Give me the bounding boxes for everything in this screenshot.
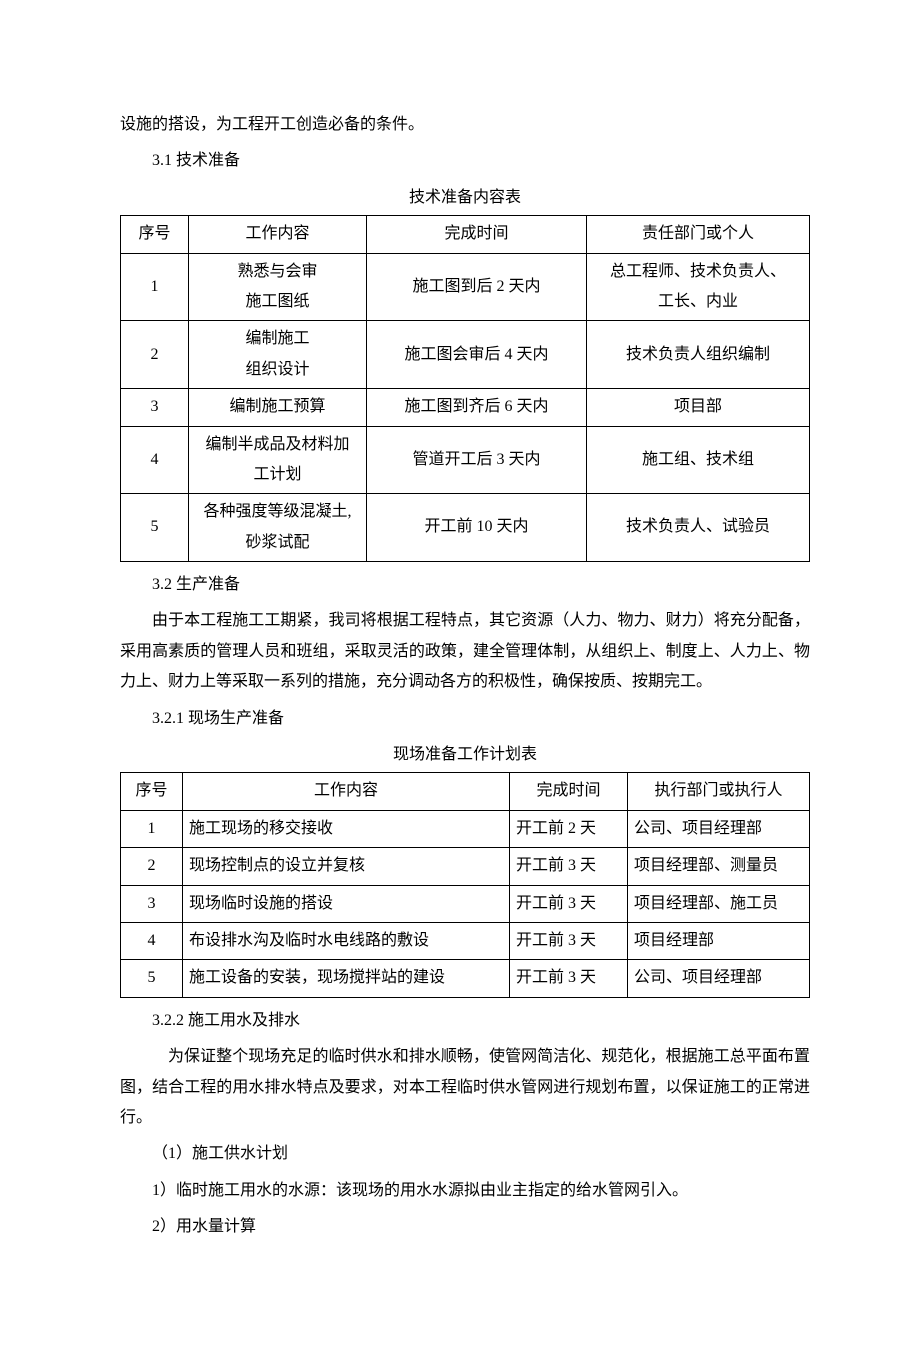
site-preparation-table: 序号 工作内容 完成时间 执行部门或执行人 1 施工现场的移交接收 开工前 2 … [120,772,810,997]
table1-cell-work: 编制施工组织设计 [189,321,367,389]
table2-cell-time: 开工前 3 天 [510,960,628,997]
table2-title: 现场准备工作计划表 [120,740,810,770]
table2-cell-dept: 项目经理部、施工员 [628,885,810,922]
table1-row: 5 各种强度等级混凝土,砂浆试配 开工前 10 天内 技术负责人、试验员 [121,494,810,562]
section-3-2-heading: 3.2 生产准备 [120,570,810,600]
table1-cell-time: 施工图到齐后 6 天内 [367,389,587,426]
table2-row: 4 布设排水沟及临时水电线路的敷设 开工前 3 天 项目经理部 [121,922,810,959]
table1-cell-time: 开工前 10 天内 [367,494,587,562]
table2-row: 1 施工现场的移交接收 开工前 2 天 公司、项目经理部 [121,810,810,847]
table1-header-row: 序号 工作内容 完成时间 责任部门或个人 [121,216,810,253]
section-3-2-1-heading: 3.2.1 现场生产准备 [120,704,810,734]
table1-title: 技术准备内容表 [120,183,810,213]
table1-cell-dept: 技术负责人、试验员 [587,494,810,562]
table2-h1: 序号 [121,773,183,810]
table1-cell-dept: 施工组、技术组 [587,426,810,494]
table1-cell-time: 施工图到后 2 天内 [367,253,587,321]
table2-cell-work: 现场临时设施的搭设 [183,885,510,922]
table2-cell-dept: 项目经理部、测量员 [628,848,810,885]
table2-h4: 执行部门或执行人 [628,773,810,810]
table2-row: 3 现场临时设施的搭设 开工前 3 天 项目经理部、施工员 [121,885,810,922]
table1-cell-time: 管道开工后 3 天内 [367,426,587,494]
table1-h3: 完成时间 [367,216,587,253]
section-3-2-2-heading: 3.2.2 施工用水及排水 [120,1006,810,1036]
table2-cell-time: 开工前 3 天 [510,848,628,885]
table2-cell-work: 布设排水沟及临时水电线路的敷设 [183,922,510,959]
intro-paragraph: 设施的搭设，为工程开工创造必备的条件。 [120,110,810,140]
table1-h4: 责任部门或个人 [587,216,810,253]
table2-cell-work: 现场控制点的设立并复核 [183,848,510,885]
technical-preparation-table: 序号 工作内容 完成时间 责任部门或个人 1 熟悉与会审施工图纸 施工图到后 2… [120,215,810,562]
table1-row: 2 编制施工组织设计 施工图会审后 4 天内 技术负责人组织编制 [121,321,810,389]
table2-cell-num: 3 [121,885,183,922]
section-3-2-2-paragraph: 为保证整个现场充足的临时供水和排水顺畅，使管网简洁化、规范化，根据施工总平面布置… [120,1042,810,1133]
table2-cell-num: 1 [121,810,183,847]
table2-row: 5 施工设备的安装，现场搅拌站的建设 开工前 3 天 公司、项目经理部 [121,960,810,997]
table1-row: 1 熟悉与会审施工图纸 施工图到后 2 天内 总工程师、技术负责人、工长、内业 [121,253,810,321]
table1-cell-num: 4 [121,426,189,494]
table1-cell-work: 各种强度等级混凝土,砂浆试配 [189,494,367,562]
table1-cell-time: 施工图会审后 4 天内 [367,321,587,389]
table1-cell-num: 1 [121,253,189,321]
table2-cell-time: 开工前 3 天 [510,922,628,959]
table1-cell-work: 熟悉与会审施工图纸 [189,253,367,321]
table2-h3: 完成时间 [510,773,628,810]
table1-row: 3 编制施工预算 施工图到齐后 6 天内 项目部 [121,389,810,426]
table2-header-row: 序号 工作内容 完成时间 执行部门或执行人 [121,773,810,810]
table2-cell-num: 4 [121,922,183,959]
water-calc-line: 2）用水量计算 [120,1212,810,1242]
table2-cell-time: 开工前 2 天 [510,810,628,847]
table2-cell-num: 5 [121,960,183,997]
document-page: 设施的搭设，为工程开工创造必备的条件。 3.1 技术准备 技术准备内容表 序号 … [0,0,920,1359]
table1-cell-dept: 技术负责人组织编制 [587,321,810,389]
table1-cell-num: 5 [121,494,189,562]
water-source-line: 1）临时施工用水的水源：该现场的用水水源拟由业主指定的给水管网引入。 [120,1176,810,1206]
table1-h1: 序号 [121,216,189,253]
table2-cell-num: 2 [121,848,183,885]
table1-row: 4 编制半成品及材料加工计划 管道开工后 3 天内 施工组、技术组 [121,426,810,494]
table1-cell-work: 编制施工预算 [189,389,367,426]
table1-cell-work: 编制半成品及材料加工计划 [189,426,367,494]
table1-cell-num: 3 [121,389,189,426]
table1-cell-num: 2 [121,321,189,389]
table2-h2: 工作内容 [183,773,510,810]
table2-cell-work: 施工现场的移交接收 [183,810,510,847]
section-3-1-heading: 3.1 技术准备 [120,146,810,176]
table2-cell-dept: 公司、项目经理部 [628,960,810,997]
table2-cell-time: 开工前 3 天 [510,885,628,922]
table1-h2: 工作内容 [189,216,367,253]
table2-cell-dept: 公司、项目经理部 [628,810,810,847]
table2-cell-dept: 项目经理部 [628,922,810,959]
table2-row: 2 现场控制点的设立并复核 开工前 3 天 项目经理部、测量员 [121,848,810,885]
table1-cell-dept: 项目部 [587,389,810,426]
water-plan-heading: （1）施工供水计划 [120,1139,810,1169]
table1-cell-dept: 总工程师、技术负责人、工长、内业 [587,253,810,321]
table2-cell-work: 施工设备的安装，现场搅拌站的建设 [183,960,510,997]
section-3-2-paragraph: 由于本工程施工工期紧，我司将根据工程特点，其它资源（人力、物力、财力）将充分配备… [120,606,810,697]
